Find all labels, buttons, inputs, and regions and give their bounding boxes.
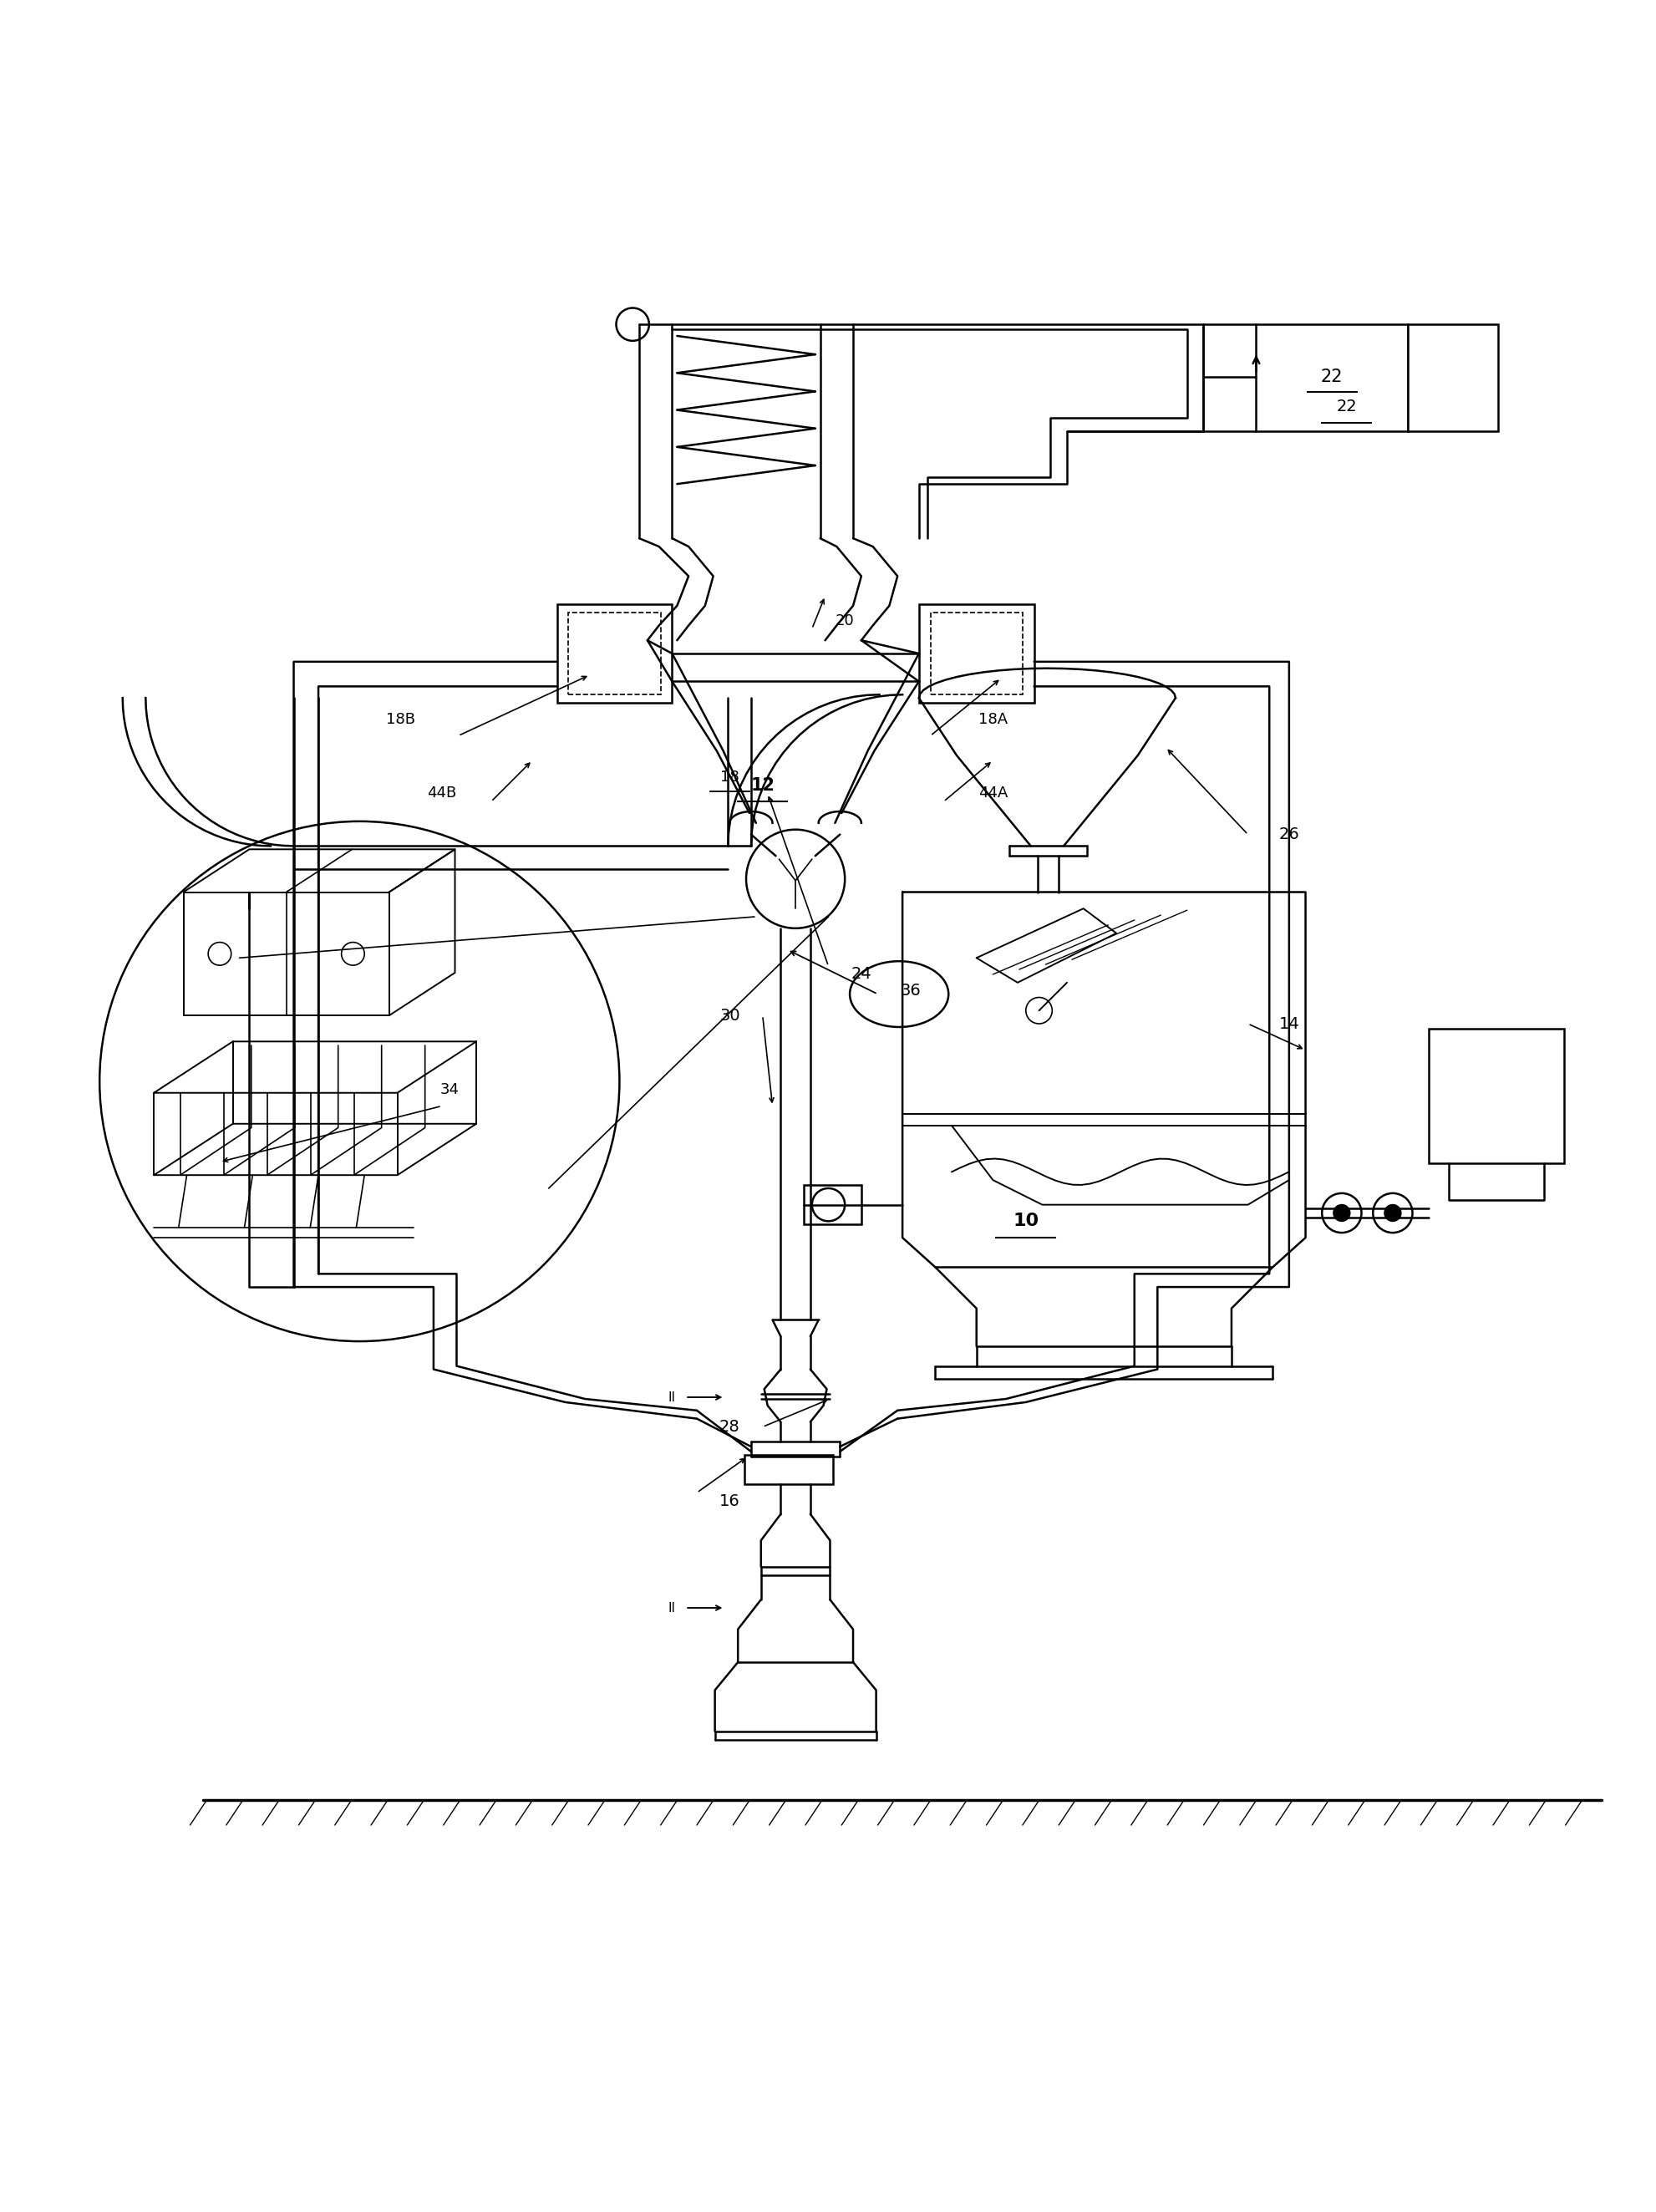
Bar bbox=[1427, 1029, 1563, 1164]
Text: 22: 22 bbox=[1336, 398, 1356, 414]
Bar bbox=[744, 1455, 833, 1484]
Circle shape bbox=[1025, 998, 1052, 1024]
Circle shape bbox=[99, 821, 619, 1340]
Circle shape bbox=[616, 307, 649, 341]
Text: 30: 30 bbox=[719, 1006, 740, 1024]
Circle shape bbox=[745, 830, 845, 929]
Bar bbox=[931, 613, 1022, 695]
Circle shape bbox=[811, 1188, 845, 1221]
Text: II: II bbox=[667, 1391, 676, 1405]
Bar bbox=[1408, 325, 1497, 431]
Text: 18B: 18B bbox=[386, 712, 416, 728]
Text: II: II bbox=[667, 1601, 676, 1615]
Circle shape bbox=[209, 942, 232, 964]
Text: 10: 10 bbox=[1012, 1212, 1038, 1230]
Text: 18: 18 bbox=[720, 770, 739, 785]
Text: 18A: 18A bbox=[977, 712, 1007, 728]
Circle shape bbox=[341, 942, 364, 964]
Text: 34: 34 bbox=[440, 1082, 459, 1097]
Text: 28: 28 bbox=[719, 1418, 740, 1436]
Text: 44A: 44A bbox=[977, 785, 1007, 801]
Bar bbox=[919, 604, 1033, 703]
Bar bbox=[556, 604, 672, 703]
Text: 12: 12 bbox=[750, 776, 775, 794]
Text: 24: 24 bbox=[851, 967, 871, 982]
Circle shape bbox=[1333, 1206, 1350, 1221]
Circle shape bbox=[1321, 1192, 1361, 1232]
Ellipse shape bbox=[850, 962, 947, 1026]
Text: 14: 14 bbox=[1278, 1015, 1298, 1031]
Text: 22: 22 bbox=[1320, 369, 1343, 385]
Text: 16: 16 bbox=[719, 1493, 740, 1509]
Circle shape bbox=[1384, 1206, 1401, 1221]
Circle shape bbox=[1373, 1192, 1413, 1232]
Bar bbox=[568, 613, 661, 695]
Bar bbox=[803, 1186, 861, 1225]
Text: 20: 20 bbox=[835, 613, 854, 628]
Text: 36: 36 bbox=[899, 982, 921, 1000]
Text: 26: 26 bbox=[1278, 827, 1298, 843]
Text: 44B: 44B bbox=[427, 785, 457, 801]
Bar bbox=[1255, 325, 1408, 431]
